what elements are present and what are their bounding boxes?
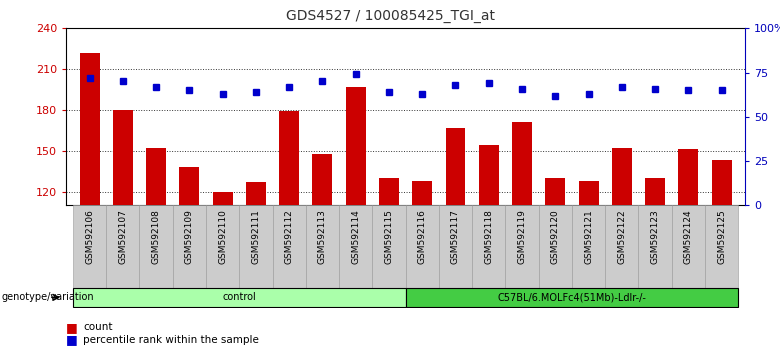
Text: GSM592112: GSM592112 <box>285 210 294 264</box>
Text: GSM592122: GSM592122 <box>617 210 626 264</box>
Bar <box>705 205 738 289</box>
Text: GSM592114: GSM592114 <box>351 210 360 264</box>
Text: GSM592106: GSM592106 <box>85 210 94 264</box>
Text: GSM592108: GSM592108 <box>151 210 161 264</box>
Bar <box>406 205 439 289</box>
Bar <box>272 205 306 289</box>
Bar <box>605 205 639 289</box>
Bar <box>246 182 266 205</box>
Bar <box>512 122 532 205</box>
Bar <box>505 205 539 289</box>
Bar <box>539 205 572 289</box>
Bar <box>445 128 466 205</box>
Bar <box>545 178 565 205</box>
Bar <box>106 205 140 289</box>
Bar <box>645 178 665 205</box>
Text: GDS4527 / 100085425_TGI_at: GDS4527 / 100085425_TGI_at <box>285 9 495 23</box>
Bar <box>172 205 206 289</box>
Text: GSM592119: GSM592119 <box>517 210 526 264</box>
Bar <box>479 145 498 205</box>
Bar <box>73 205 106 289</box>
Text: GSM592121: GSM592121 <box>584 210 593 264</box>
Bar <box>140 205 172 289</box>
Bar <box>213 192 232 205</box>
Text: GSM592111: GSM592111 <box>251 210 261 264</box>
Bar <box>672 205 705 289</box>
Text: GSM592116: GSM592116 <box>418 210 427 264</box>
Text: GSM592125: GSM592125 <box>717 210 726 264</box>
Text: GSM592120: GSM592120 <box>551 210 560 264</box>
Text: percentile rank within the sample: percentile rank within the sample <box>83 335 259 345</box>
Bar <box>306 205 339 289</box>
Bar <box>279 112 300 205</box>
Text: GSM592123: GSM592123 <box>651 210 660 264</box>
Bar <box>472 205 505 289</box>
Text: GSM592124: GSM592124 <box>684 210 693 264</box>
Text: GSM592118: GSM592118 <box>484 210 493 264</box>
Bar <box>413 181 432 205</box>
Bar <box>679 149 698 205</box>
Bar <box>339 205 372 289</box>
Text: GSM592117: GSM592117 <box>451 210 460 264</box>
Text: GSM592107: GSM592107 <box>119 210 127 264</box>
Bar <box>372 205 406 289</box>
Text: genotype/variation: genotype/variation <box>2 292 94 302</box>
Text: GSM592115: GSM592115 <box>385 210 393 264</box>
Text: GSM592109: GSM592109 <box>185 210 194 264</box>
Bar <box>113 110 133 205</box>
Text: ■: ■ <box>66 321 78 334</box>
Bar <box>379 178 399 205</box>
Bar <box>239 205 272 289</box>
Bar <box>313 154 332 205</box>
Bar <box>179 167 200 205</box>
Text: GSM592113: GSM592113 <box>318 210 327 264</box>
Bar <box>206 205 239 289</box>
Bar <box>73 288 406 307</box>
Text: count: count <box>83 322 113 332</box>
Bar <box>612 148 632 205</box>
Bar <box>80 53 100 205</box>
Bar <box>579 181 598 205</box>
Bar <box>711 160 732 205</box>
Bar <box>346 87 366 205</box>
Bar <box>639 205 672 289</box>
Text: C57BL/6.MOLFc4(51Mb)-Ldlr-/-: C57BL/6.MOLFc4(51Mb)-Ldlr-/- <box>498 292 647 302</box>
Bar <box>406 288 738 307</box>
Bar <box>439 205 472 289</box>
Text: ■: ■ <box>66 333 78 346</box>
Text: control: control <box>222 292 256 302</box>
Bar <box>146 148 166 205</box>
Bar <box>572 205 605 289</box>
Text: GSM592110: GSM592110 <box>218 210 227 264</box>
